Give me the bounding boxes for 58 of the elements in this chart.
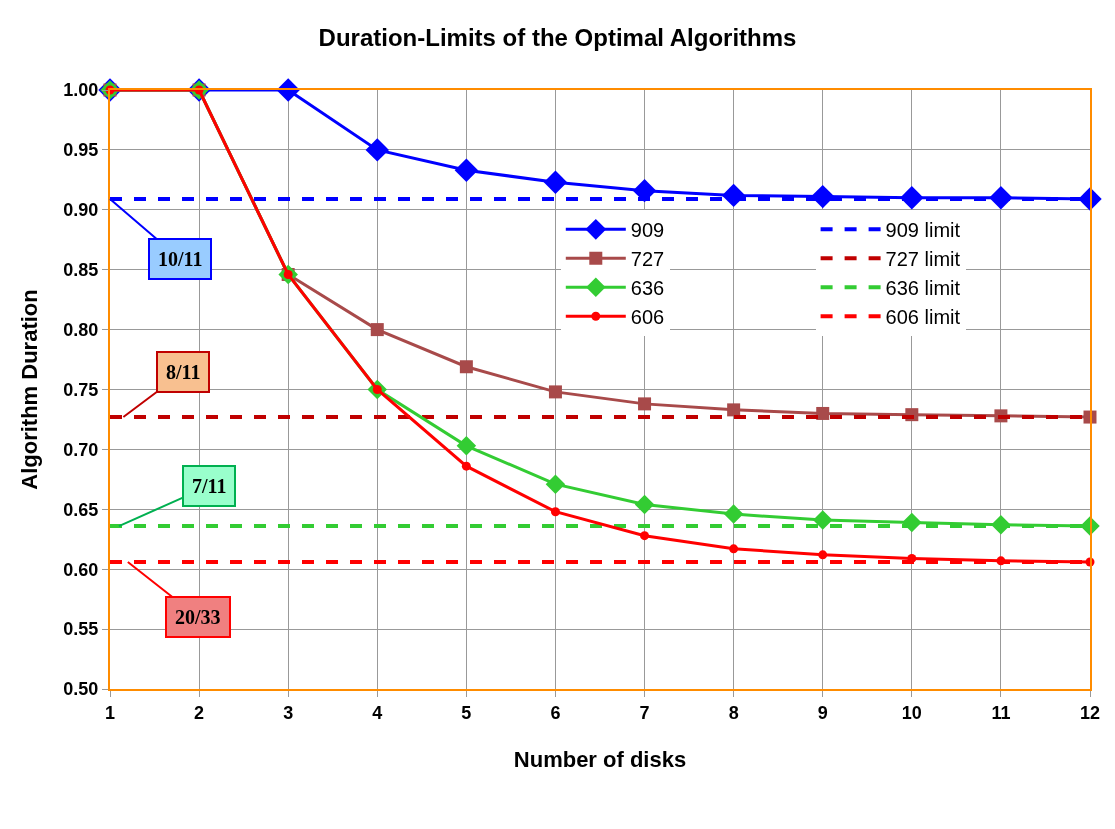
point <box>545 474 566 494</box>
legend-label: 909 <box>630 219 665 242</box>
annotation: 8/11 <box>166 361 201 383</box>
y-axis-title: Algorithm Duration <box>16 289 42 490</box>
point <box>456 436 477 456</box>
point <box>634 494 655 515</box>
y-tick-label: 0.85 <box>63 260 99 280</box>
point <box>816 406 830 420</box>
point <box>548 385 562 399</box>
x-tick-label: 4 <box>372 702 383 723</box>
y-tick-label: 0.50 <box>63 679 99 700</box>
legend-label: 909 limit <box>885 219 961 242</box>
y-tick-label: 0.75 <box>63 379 99 400</box>
point <box>812 510 833 530</box>
legend-label: 606 limit <box>885 306 961 329</box>
point <box>461 461 471 471</box>
x-axis-title: Number of disks <box>513 747 687 772</box>
point <box>723 504 744 524</box>
x-tick-label: 1 <box>104 702 116 723</box>
x-tick-label: 9 <box>817 702 828 723</box>
x-tick-label: 3 <box>283 702 294 723</box>
y-tick-label: 0.90 <box>63 200 99 221</box>
y-tick-label: 1.00 <box>63 80 99 101</box>
legend-label: 636 limit <box>885 277 961 300</box>
legend-label: 727 limit <box>885 248 961 271</box>
point <box>818 550 828 560</box>
y-tick-label: 0.95 <box>63 140 99 161</box>
x-tick-label: 11 <box>991 702 1011 723</box>
point <box>729 544 739 554</box>
legend-label: 727 <box>630 248 665 271</box>
y-tick-label: 0.60 <box>63 559 99 580</box>
annotation: 10/11 <box>158 248 203 270</box>
point <box>454 158 479 182</box>
x-tick-label: 2 <box>194 702 205 723</box>
point <box>811 184 835 209</box>
chart-title: Duration-Limits of the Optimal Algorithms <box>318 23 797 51</box>
annotation: 20/33 <box>175 606 221 628</box>
point <box>727 403 741 417</box>
point <box>640 531 650 541</box>
y-tick-label: 0.65 <box>63 499 99 520</box>
x-tick-label: 8 <box>728 702 739 723</box>
point <box>365 138 389 162</box>
y-tick-label: 0.55 <box>63 619 99 640</box>
x-tick-label: 10 <box>901 702 922 723</box>
legend-label: 606 <box>630 306 665 329</box>
x-tick-label: 5 <box>461 702 472 723</box>
x-tick-label: 6 <box>550 702 561 723</box>
annotation: 7/11 <box>192 475 227 497</box>
x-tick-label: 12 <box>1079 702 1101 723</box>
point <box>459 360 473 374</box>
point <box>550 507 560 517</box>
legend-label: 636 <box>630 277 665 300</box>
point <box>370 323 384 337</box>
x-tick-label: 7 <box>639 702 650 723</box>
point <box>543 170 568 194</box>
point <box>638 397 652 411</box>
y-tick-label: 0.80 <box>63 319 99 340</box>
y-tick-label: 0.70 <box>63 439 99 460</box>
